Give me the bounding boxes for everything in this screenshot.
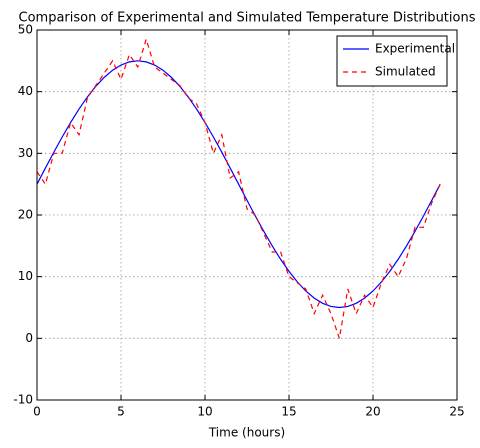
x-axis-label: Time (hours): [208, 426, 285, 440]
y-tick-label: 40: [18, 84, 33, 98]
y-tick-label: -10: [13, 393, 33, 407]
x-tick-label: 15: [281, 405, 296, 419]
chart-title: Comparison of Experimental and Simulated…: [19, 11, 476, 26]
series-line: [36, 37, 441, 339]
x-tick-label: 10: [197, 405, 212, 419]
y-tick-label: 30: [18, 146, 33, 160]
x-tick-label: 25: [449, 405, 464, 419]
y-tick-label: 20: [18, 208, 33, 222]
y-tick-label: 10: [18, 269, 33, 283]
legend-label: Simulated: [375, 65, 436, 79]
y-tick-label: 0: [25, 331, 33, 345]
y-tick-label: 50: [18, 23, 33, 37]
x-tick-label: 5: [117, 405, 125, 419]
x-tick-label: 0: [33, 405, 41, 419]
legend-box: [336, 35, 448, 87]
x-tick-label: 20: [365, 405, 380, 419]
series-line: [36, 60, 441, 309]
legend-label: Experimental: [375, 42, 455, 56]
plot-frame: [36, 29, 458, 401]
